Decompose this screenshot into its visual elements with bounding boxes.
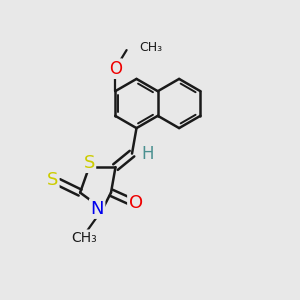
Text: CH₃: CH₃ [139, 41, 162, 54]
Text: S: S [47, 171, 58, 189]
Text: S: S [83, 154, 95, 172]
Text: N: N [91, 200, 104, 217]
Text: O: O [128, 194, 143, 211]
Text: O: O [109, 60, 122, 78]
Text: H: H [141, 145, 154, 163]
Text: CH₃: CH₃ [72, 231, 98, 244]
